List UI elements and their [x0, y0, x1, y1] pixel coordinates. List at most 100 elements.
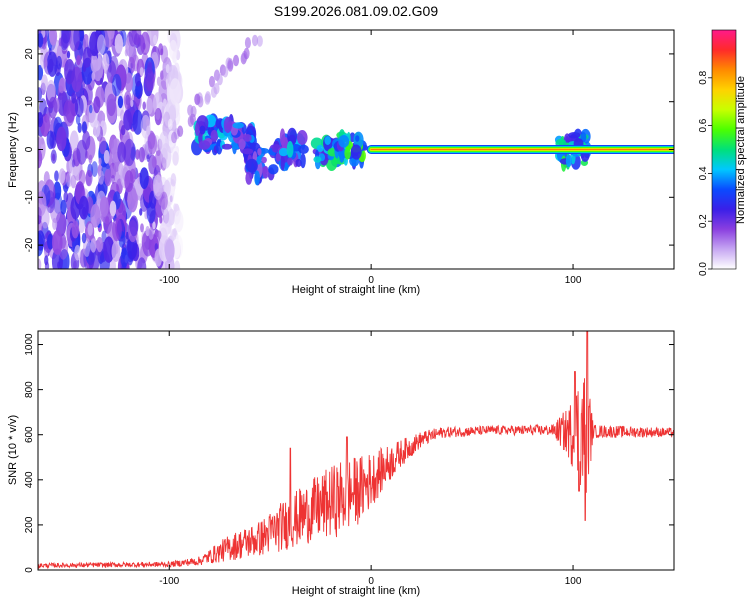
spectrogram-cluster-cell [254, 170, 260, 186]
spectrogram-noise-cell [88, 104, 93, 114]
spectrogram-cluster-cell [287, 127, 298, 145]
spectrogram-noise-cell [98, 157, 102, 166]
spectrogram-noise-cell [170, 184, 175, 194]
spectrogram-cluster-cell [286, 140, 294, 158]
spectrogram-noise-cell [58, 168, 66, 184]
spectrogram-y-tick-label: -10 [24, 190, 35, 205]
spectrogram-noise-cell [169, 39, 178, 60]
spectrogram-noise-cell [99, 77, 104, 85]
spectrogram-noise-cell [173, 203, 177, 212]
spectrogram-noise-cell [46, 51, 58, 77]
snr-y-tick-label: 600 [24, 426, 35, 443]
spectrogram-noise-cell [77, 122, 82, 134]
spectrogram-noise-cell [44, 59, 48, 68]
spectrogram-noise-cell [145, 97, 153, 115]
spectrogram-noise-cell [146, 71, 155, 92]
snr-x-tick-label: 100 [565, 576, 582, 587]
spectrogram-cluster-cell [196, 115, 209, 132]
spectrogram-noise-cell [134, 72, 141, 87]
spectrogram-noise-cell [60, 199, 67, 215]
spectrogram-noise-cell [138, 146, 146, 163]
spectrogram-cluster-cell [275, 152, 281, 162]
spectrogram-y-label: Frequency (Hz) [7, 112, 19, 188]
spectrogram-noise-cell [56, 126, 67, 152]
spectrogram-noise-cell [165, 64, 170, 74]
spectrogram-streak-cell [243, 47, 250, 60]
spectrogram-noise-cell [147, 132, 158, 155]
spectrogram-noise-cell [77, 215, 86, 234]
spectrogram-noise-cell [139, 167, 149, 190]
spectrogram-cluster-cell [278, 147, 289, 157]
spectrogram-noise-cell [49, 30, 58, 46]
spectrogram-cluster-cell [565, 154, 572, 168]
spectrogram-noise-cell [40, 207, 50, 229]
spectrogram-streak-cell [208, 75, 216, 88]
spectrogram-noise-cell [157, 230, 162, 240]
spectrogram-cluster-cell [350, 144, 362, 160]
spectrogram-x-tick-label: 100 [565, 275, 582, 286]
spectrogram-noise-cell [49, 131, 57, 149]
spectrogram-noise-cell [169, 78, 181, 106]
spectrogram-cluster-cell [287, 157, 294, 166]
spectrogram-noise-cell [91, 161, 98, 177]
spectrogram-noise-cell [167, 118, 173, 130]
spectrogram-y-tick-label: -20 [24, 237, 35, 252]
snr-y-tick-label: 800 [24, 381, 35, 398]
spectrogram-noise-cell [146, 154, 150, 162]
spectrogram-cluster-cell [324, 136, 331, 145]
snr-y-tick-label: 400 [24, 471, 35, 488]
spectrogram-noise-cell [78, 195, 89, 220]
spectrogram-streak-cell [222, 66, 229, 78]
spectrogram-noise-cell [46, 79, 56, 102]
spectrogram-noise-cell [90, 54, 99, 73]
spectrogram-noise-cell [52, 153, 56, 162]
snr-x-label: Height of straight line (km) [292, 585, 420, 597]
spectrogram-noise-cell [102, 30, 115, 48]
spectrogram-noise-cell [169, 195, 173, 203]
spectrogram-noise-cell [140, 31, 151, 56]
spectrogram-noise-cell [128, 30, 138, 47]
spectrogram-noise-cell [123, 109, 133, 131]
spectrogram-streak-cell [232, 54, 240, 67]
spectrogram-streak-cell [227, 58, 234, 70]
spectrogram-noise-cell [154, 243, 158, 252]
snr-marks [38, 331, 674, 570]
spectrogram-noise-cell [137, 257, 147, 269]
spectrogram-streak-cell [194, 93, 201, 106]
spectrogram-noise-cell [99, 136, 107, 155]
spectrogram-streak-cell [187, 104, 194, 117]
spectrogram-cluster-cell [300, 153, 306, 169]
spectrogram-noise-cell [38, 230, 45, 251]
snr-y-tick-label: 0 [24, 567, 35, 573]
spectrogram-noise-cell [91, 71, 96, 81]
spectrogram-noise-cell [153, 34, 158, 45]
spectrogram-noise-cell [111, 73, 122, 97]
spectrogram-noise-cell [109, 138, 115, 149]
spectrogram-noise-cell [124, 191, 129, 201]
spectrogram-cluster-cell [298, 144, 309, 155]
spectrogram-cluster-cell [221, 143, 233, 150]
spectrogram-noise-cell [90, 238, 97, 253]
spectrogram-noise-cell [147, 61, 153, 74]
spectrogram-noise-cell [85, 169, 93, 187]
spectrogram-noise-cell [132, 109, 144, 135]
colorbar-scale [712, 30, 736, 269]
spectrogram-noise-cell [140, 223, 144, 233]
spectrogram-noise-cell [81, 121, 88, 134]
snr-plot-area [38, 331, 674, 570]
spectrogram-cluster-cell [280, 154, 285, 171]
spectrogram-noise-cell [130, 99, 134, 108]
spectrogram-cluster-cell [242, 148, 254, 155]
spectrogram-noise-cell [160, 48, 164, 56]
spectrogram-cluster-cell [338, 135, 350, 148]
spectrogram-noise-cell [105, 216, 110, 227]
spectrogram-cluster-cell [238, 138, 246, 150]
spectrogram-noise-cell [117, 95, 124, 109]
spectrogram-noise-cell [123, 138, 136, 167]
spectrogram-noise-cell [173, 227, 177, 237]
spectrogram-noise-cell [174, 210, 184, 233]
colorbar-tick-label: 0.0 [698, 262, 709, 276]
spectrogram-noise-cell [163, 204, 174, 228]
spectrogram-noise-cell [158, 131, 169, 155]
